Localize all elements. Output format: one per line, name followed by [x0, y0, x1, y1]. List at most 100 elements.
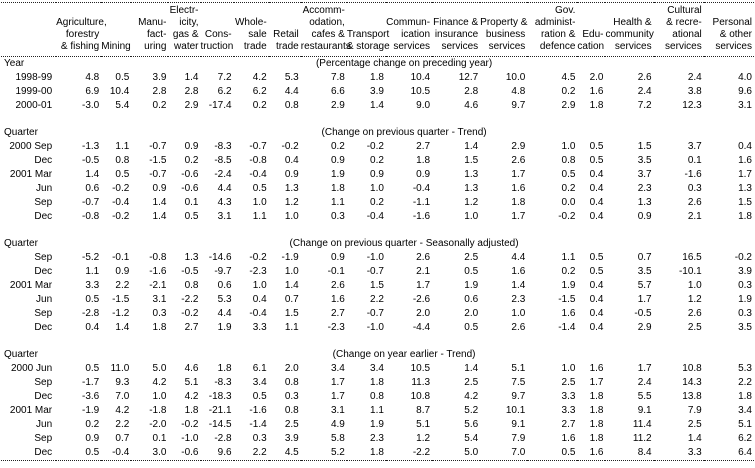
- value-cell: 0.5: [589, 266, 604, 277]
- value-cell: 1.8: [589, 391, 604, 402]
- col-header-line: trade: [243, 41, 267, 52]
- value-cell: 1.8: [184, 405, 199, 416]
- value-cell: 2.3: [370, 433, 384, 444]
- value-cell: -2.3: [249, 266, 267, 277]
- value-cell: -14.5: [208, 419, 232, 430]
- col-header-health-community-services: Health & community services: [605, 2, 654, 57]
- value-cell: -3.6: [82, 391, 100, 402]
- value-cell: -0.6: [181, 183, 199, 194]
- section-label: Quarter: [4, 238, 38, 249]
- col-header-property-business-services: Property & business services: [480, 2, 527, 57]
- value-cell: 1.4: [464, 363, 479, 374]
- value-cell: 3.9: [738, 266, 752, 277]
- value-cell: 5.3: [284, 72, 299, 83]
- row-label: Dec: [34, 211, 53, 222]
- value-cell: 5.4: [464, 433, 479, 444]
- value-cell: 3.0: [152, 447, 167, 458]
- value-cell: 5.0: [152, 363, 167, 374]
- value-cell: 4.4: [217, 183, 232, 194]
- value-cell: 7.8: [330, 72, 345, 83]
- col-header-electricity-gas-water: Electr-icity, gas & water: [168, 2, 201, 57]
- col-header-line: defence: [539, 41, 576, 52]
- value-cell: 1.8: [370, 377, 384, 388]
- value-cell: 0.3: [687, 183, 702, 194]
- value-cell: 3.9: [284, 433, 299, 444]
- value-cell: 3.3: [561, 391, 576, 402]
- value-cell: -2.8: [214, 433, 232, 444]
- value-cell: 2.9: [561, 100, 576, 111]
- col-header-line: ication: [401, 29, 431, 40]
- value-cell: -0.7: [366, 266, 384, 277]
- value-cell: 10.8: [410, 391, 431, 402]
- value-cell: 1.9: [464, 280, 479, 291]
- value-cell: 1.1: [85, 266, 100, 277]
- row-label: Jun: [36, 183, 53, 194]
- value-cell: 2.5: [561, 377, 576, 388]
- value-cell: 0.5: [464, 322, 479, 333]
- col-header-line: & fishing: [60, 41, 100, 52]
- value-cell: 4.2: [152, 377, 167, 388]
- value-cell: 2.4: [637, 377, 652, 388]
- value-cell: 1.9: [330, 169, 345, 180]
- value-cell: 4.9: [330, 419, 345, 430]
- value-cell: 5.7: [637, 280, 652, 291]
- value-cell: 1.8: [152, 322, 167, 333]
- value-cell: 1.8: [217, 363, 232, 374]
- value-cell: 3.1: [330, 405, 345, 416]
- value-cell: 5.8: [330, 433, 345, 444]
- col-header-line: Mining: [101, 41, 131, 52]
- value-cell: -0.7: [149, 169, 167, 180]
- row-label: 2001 Mar: [9, 280, 53, 291]
- value-cell: -1.4: [558, 322, 576, 333]
- col-header-wholesale-trade: Whole-sale trade: [233, 2, 269, 57]
- value-cell: 10.5: [410, 363, 431, 374]
- col-header-personal-other-services: Personal & other services: [703, 2, 754, 57]
- value-cell: 0.4: [589, 183, 604, 194]
- value-cell: 0.5: [589, 155, 604, 166]
- value-cell: 1.0: [687, 280, 702, 291]
- value-cell: 0.4: [589, 308, 604, 319]
- value-cell: 0.4: [589, 294, 604, 305]
- table-row: Sep 0.9 0.7 0.1 -1.0 -2.8 0.3 3.9 5.8 2.3 1.2 5.4 7.…: [1, 432, 754, 446]
- value-cell: 2.1: [687, 211, 702, 222]
- value-cell: 0.9: [330, 252, 345, 263]
- col-header-cultural-recreational-services: Cultural & recre-ational services: [653, 2, 704, 57]
- value-cell: 4.2: [184, 391, 199, 402]
- table-row: 2000-01 -3.0 5.4 0.2 2.9 -17.4 0.2 0.8 2.9 1.4 9.0…: [1, 99, 754, 113]
- value-cell: 0.8: [115, 155, 130, 166]
- col-header-line: forestry: [65, 29, 100, 40]
- section-header-row: Quarter (Change on previous quarter - Sea…: [1, 237, 754, 251]
- value-cell: -0.4: [112, 197, 130, 208]
- value-cell: 9.0: [416, 100, 431, 111]
- value-cell: -0.4: [366, 211, 384, 222]
- value-cell: -0.2: [734, 252, 752, 263]
- value-cell: -1.6: [412, 211, 431, 222]
- value-cell: 6.4: [738, 447, 752, 458]
- table-row: 2001 Mar -1.9 4.2 -1.8 1.8 -21.1 -1.6 0.8 3.1 1.1…: [1, 404, 754, 418]
- value-cell: 1.0: [252, 197, 267, 208]
- value-cell: 0.5: [115, 72, 130, 83]
- value-cell: 0.5: [561, 447, 576, 458]
- value-cell: 0.5: [561, 169, 576, 180]
- col-header-retail-trade: Retail trade: [268, 2, 301, 57]
- value-cell: 2.8: [464, 86, 479, 97]
- value-cell: 9.6: [217, 447, 232, 458]
- col-header-transport-storage: Transport & storage: [346, 2, 390, 57]
- section-gap: [1, 113, 754, 126]
- value-cell: -1.7: [82, 377, 100, 388]
- value-cell: 5.3: [217, 294, 232, 305]
- value-cell: 3.3: [85, 280, 100, 291]
- row-label: Sep: [34, 433, 53, 444]
- value-cell: 1.4: [284, 280, 299, 291]
- col-header-line: Transport: [346, 29, 390, 40]
- value-cell: -0.6: [181, 447, 199, 458]
- value-cell: 2.5: [687, 322, 702, 333]
- value-cell: 0.9: [115, 266, 130, 277]
- value-cell: 1.0: [464, 211, 479, 222]
- value-cell: 1.5: [370, 280, 384, 291]
- value-cell: 8.4: [637, 447, 652, 458]
- table-row: Dec -0.5 0.8 -1.5 0.2 -8.5 -0.8 0.4 0.9 0.2 1.8 1.5…: [1, 154, 754, 168]
- value-cell: 1.1: [370, 405, 384, 416]
- value-cell: 2.6: [511, 155, 526, 166]
- value-cell: 1.8: [370, 447, 384, 458]
